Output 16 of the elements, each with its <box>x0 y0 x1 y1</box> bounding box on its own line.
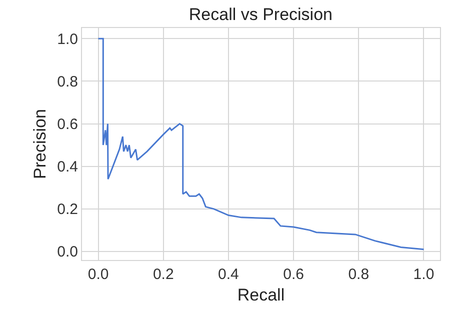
y-tick-label: 0.2 <box>57 201 78 218</box>
x-tick-label: 0.4 <box>218 266 239 283</box>
y-tick-label: 0.0 <box>57 244 78 261</box>
x-axis-title: Recall <box>237 285 285 304</box>
y-tick-label: 0.4 <box>57 158 78 176</box>
x-tick-label: 0.0 <box>88 266 109 283</box>
x-tick-label: 1.0 <box>413 266 434 283</box>
x-tick-label: 0.6 <box>283 266 304 283</box>
y-tick-label: 0.8 <box>57 73 78 90</box>
y-axis-title: Precision <box>30 109 50 179</box>
chart-title: Recall vs Precision <box>188 4 333 24</box>
x-tick-label: 0.2 <box>152 266 174 283</box>
x-tick-label: 0.8 <box>348 266 370 283</box>
line-series <box>98 38 424 250</box>
y-tick-label: 1.0 <box>57 30 78 48</box>
y-tick-label: 0.6 <box>57 116 78 134</box>
